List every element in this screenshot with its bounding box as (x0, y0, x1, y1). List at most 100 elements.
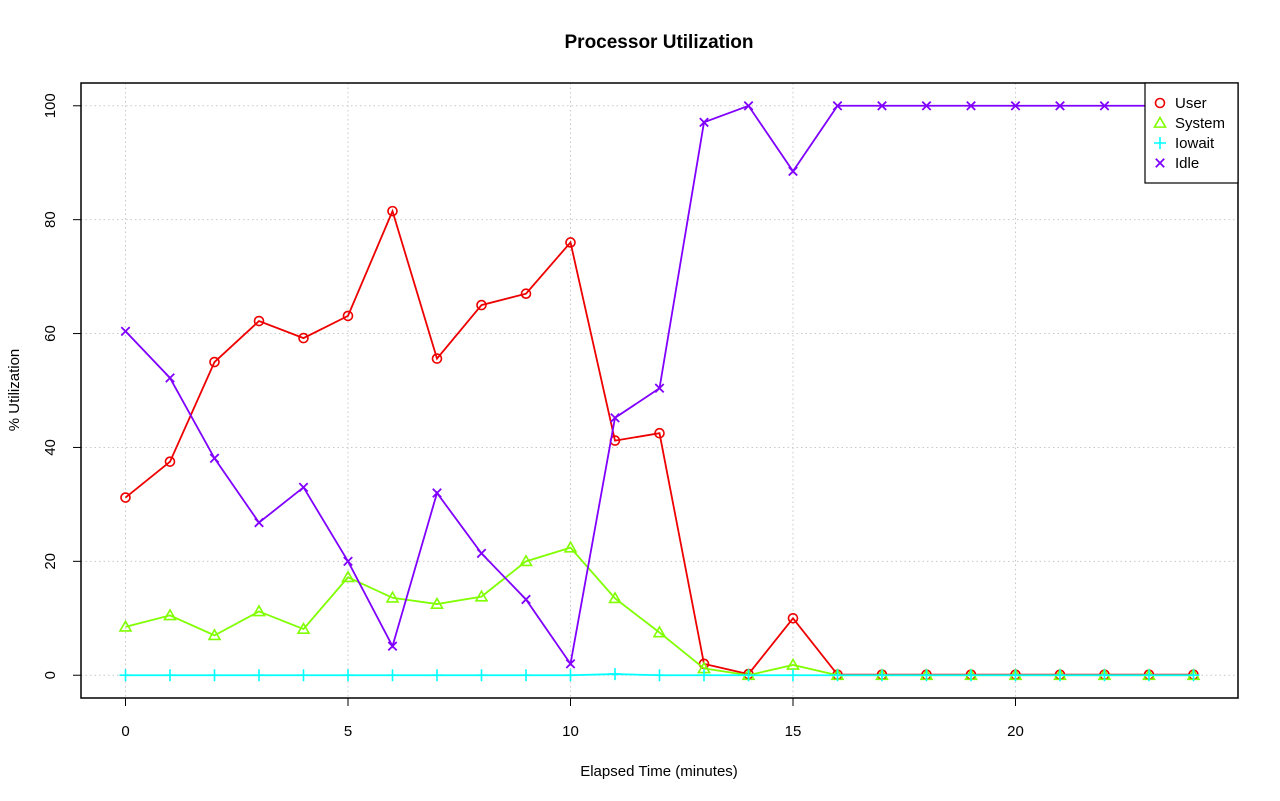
y-axis: 0 20 40 60 80 100 (42, 93, 81, 679)
series-idle (120, 100, 1199, 669)
data-point (563, 540, 578, 553)
data-point (165, 373, 175, 383)
data-point (1098, 669, 1111, 682)
x-tick-label: 20 (1007, 723, 1024, 740)
legend-label: System (1175, 115, 1225, 132)
data-point (699, 117, 709, 128)
data-point (254, 517, 264, 528)
series-iowait (119, 668, 1200, 682)
legend-item: User (1154, 95, 1207, 112)
data-point (920, 669, 933, 682)
data-point (118, 619, 133, 632)
plot-frame (80, 82, 1239, 699)
y-tick-label: 40 (42, 439, 59, 456)
data-point (164, 456, 176, 467)
data-point (341, 570, 355, 583)
data-point (832, 100, 843, 111)
y-tick-label: 100 (42, 93, 59, 118)
data-point (608, 591, 622, 604)
data-point (609, 668, 621, 681)
data-point (475, 669, 488, 682)
data-point (207, 628, 222, 641)
data-point (654, 383, 665, 394)
data-point (742, 669, 755, 682)
data-point (565, 658, 576, 669)
data-point (209, 356, 220, 368)
y-tick-label: 20 (42, 553, 59, 570)
data-point (1010, 100, 1021, 111)
data-point (431, 669, 443, 682)
data-point (385, 590, 400, 603)
data-point (476, 548, 487, 559)
data-point (921, 100, 932, 111)
data-point (1009, 669, 1022, 682)
y-tick-label: 80 (42, 211, 59, 228)
data-point (119, 669, 132, 682)
data-point (120, 326, 131, 337)
data-point (831, 669, 844, 682)
data-point (565, 237, 576, 248)
data-point (876, 669, 888, 682)
data-point (520, 669, 532, 682)
data-point (1054, 669, 1066, 682)
x-axis-label: Elapsed Time (minutes) (580, 763, 738, 780)
data-point (253, 669, 265, 682)
data-point (342, 669, 354, 682)
x-tick-label: 15 (785, 723, 802, 740)
x-tick-label: 0 (121, 723, 129, 740)
data-point (209, 453, 220, 464)
data-point (788, 166, 798, 177)
data-point (253, 315, 265, 327)
legend-label: Idle (1175, 155, 1199, 172)
x-tick-label: 10 (562, 723, 579, 740)
data-point (296, 621, 311, 635)
data-point (208, 669, 221, 682)
data-point (698, 669, 710, 682)
data-point (386, 669, 399, 682)
data-point (564, 669, 577, 682)
series-layer (118, 100, 1201, 682)
x-tick-label: 5 (344, 723, 352, 740)
series-line (125, 546, 1194, 677)
data-point (1154, 97, 1166, 109)
grid (81, 83, 1238, 698)
data-point (786, 657, 800, 670)
data-point (1153, 115, 1167, 128)
chart-title: Processor Utilization (565, 32, 754, 53)
data-point (519, 554, 533, 567)
data-point (1055, 100, 1065, 111)
legend-item: Idle (1155, 155, 1199, 172)
data-point (252, 604, 266, 617)
data-point (965, 669, 977, 682)
data-point (877, 100, 887, 111)
legend: User System Iowait Idle (1144, 82, 1239, 184)
data-point (966, 100, 976, 111)
data-point (1187, 669, 1200, 682)
data-point (120, 492, 131, 503)
data-point (653, 669, 666, 682)
data-point (297, 669, 310, 682)
data-point (430, 596, 444, 609)
series-line (124, 104, 1194, 667)
series-system (118, 540, 1201, 681)
data-point (1099, 100, 1110, 111)
data-point (387, 205, 398, 217)
data-point (163, 608, 177, 621)
data-point (1155, 158, 1165, 168)
x-axis: 0 5 10 15 20 (121, 698, 1024, 740)
data-point (787, 669, 799, 682)
data-point (431, 353, 443, 364)
legend-box (1144, 82, 1239, 184)
data-point (387, 641, 398, 652)
data-point (652, 625, 667, 638)
data-point (298, 482, 309, 493)
series-line (124, 208, 1194, 676)
data-point (743, 100, 754, 111)
data-point (520, 288, 532, 299)
data-point (1154, 137, 1166, 149)
legend-item: System (1153, 115, 1225, 132)
data-point (1143, 669, 1155, 682)
legend-label: Iowait (1175, 135, 1215, 152)
data-point (343, 556, 353, 567)
